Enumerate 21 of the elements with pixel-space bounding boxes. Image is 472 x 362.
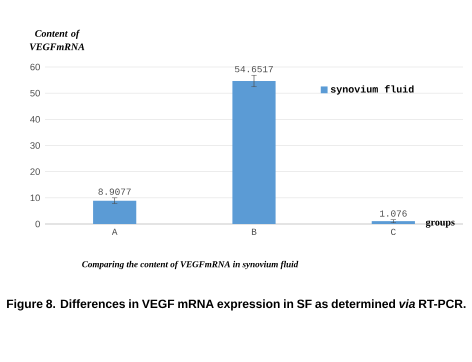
x-axis-title: groups: [426, 220, 455, 228]
y-tick-label: 20: [30, 168, 40, 175]
bar: [372, 221, 415, 224]
x-tick-label: B: [252, 228, 256, 235]
data-label: 54.6517: [234, 66, 273, 72]
data-label: 1.076: [380, 210, 407, 217]
y-tick-label: 30: [30, 142, 40, 149]
text: Comparing the content of VEGFmRNA in synovium fluid: [82, 260, 298, 270]
legend-label: synovium fluid: [330, 85, 414, 95]
bar: [93, 200, 136, 224]
bar: [232, 81, 276, 224]
y-tick-label: 10: [30, 194, 40, 202]
x-tick-label: C: [391, 228, 396, 236]
caption: Figure 8. Differences in VEGF mRNA expression in SF as determined via RT-PCR.: [7, 299, 466, 311]
y-axis-title: Content of VEGFmRNA: [30, 30, 84, 50]
y-tick-label: 50: [30, 90, 40, 96]
data-label: 8.9077: [98, 188, 131, 195]
y-tick-label: 0: [35, 220, 40, 228]
x-tick-label: A: [112, 228, 118, 235]
y-tick-label: 40: [30, 116, 40, 123]
y-tick-label: 60: [30, 64, 40, 70]
